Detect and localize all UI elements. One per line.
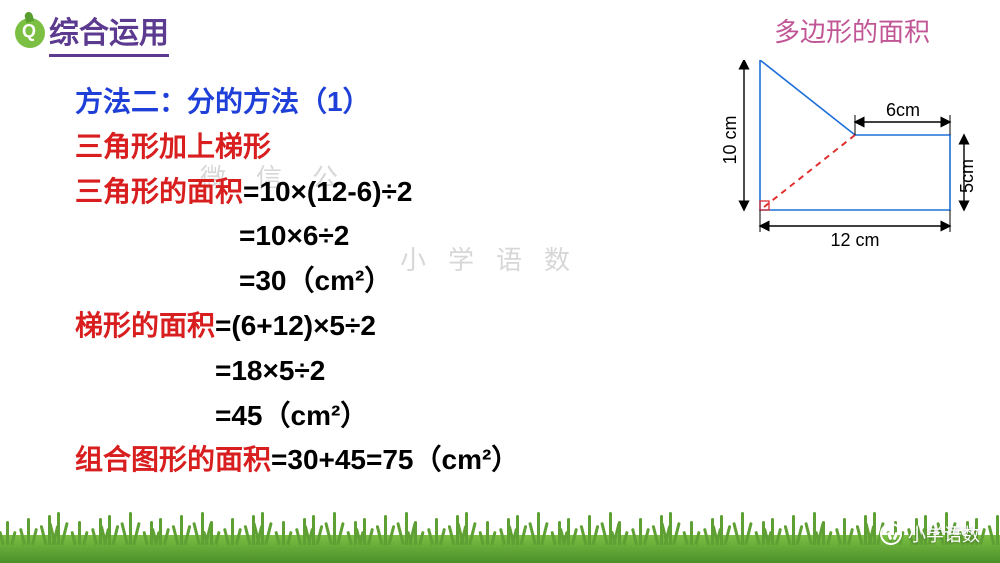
grass-tuft bbox=[612, 519, 632, 545]
grass-tuft bbox=[357, 519, 377, 545]
header-title: 综合运用 bbox=[49, 8, 169, 57]
decomposition-label: 三角形加上梯形 bbox=[75, 125, 519, 170]
triangle-expr: =10×(12-6)÷2 bbox=[243, 176, 412, 207]
triangle-step2: =10×6÷2 bbox=[75, 214, 519, 259]
grass-tuft bbox=[561, 519, 581, 545]
label-12cm: 12 cm bbox=[830, 230, 879, 250]
grass-tuft bbox=[735, 519, 755, 545]
grass-tuft bbox=[21, 519, 41, 545]
grass-tuft bbox=[327, 519, 347, 545]
grass-tuft bbox=[225, 519, 245, 545]
header: 综合运用 bbox=[15, 8, 169, 57]
owl-q-icon bbox=[15, 18, 45, 48]
trapezoid-result: =45（cm²） bbox=[75, 394, 519, 439]
solution-content: 方法二：分的方法（1） 三角形加上梯形 三角形的面积=10×(12-6)÷2 =… bbox=[75, 80, 519, 483]
wechat-icon bbox=[880, 523, 902, 545]
grass-tuft bbox=[684, 519, 704, 545]
grass-tuft bbox=[72, 519, 92, 545]
grass-tuft bbox=[174, 519, 194, 545]
polygon-diagram: 10 cm 6cm 5cm 12 cm bbox=[720, 60, 980, 260]
trapezoid-label: 梯形的面积 bbox=[75, 310, 215, 341]
grass-tuft bbox=[276, 519, 296, 545]
grass-tuft bbox=[408, 519, 428, 545]
grass-tuft bbox=[582, 519, 602, 545]
grass-tuft bbox=[0, 519, 20, 545]
grass-tuft bbox=[990, 519, 1000, 545]
total-expr: =30+45=75（cm²） bbox=[271, 444, 519, 475]
trapezoid-expr: =(6+12)×5÷2 bbox=[215, 310, 376, 341]
grass-tuft bbox=[102, 519, 122, 545]
label-10cm: 10 cm bbox=[720, 115, 740, 164]
grass-tuft bbox=[816, 519, 836, 545]
grass-tuft bbox=[765, 519, 785, 545]
grass-tuft bbox=[429, 519, 449, 545]
credit-text: 小学语数 bbox=[908, 521, 980, 547]
dashed-split-line bbox=[764, 135, 855, 207]
grass-tuft bbox=[837, 519, 857, 545]
grass-tuft bbox=[204, 519, 224, 545]
credit: 小学语数 bbox=[880, 521, 980, 547]
grass-tuft bbox=[153, 519, 173, 545]
total-label: 组合图形的面积 bbox=[75, 444, 271, 475]
grass-tuft bbox=[633, 519, 653, 545]
grass-tuft bbox=[714, 519, 734, 545]
grass-tuft bbox=[786, 519, 806, 545]
triangle-area-line: 三角形的面积=10×(12-6)÷2 bbox=[75, 170, 519, 215]
grass-tuft bbox=[531, 519, 551, 545]
grass-tuft bbox=[306, 519, 326, 545]
grass-tuft bbox=[663, 519, 683, 545]
grass-tuft bbox=[255, 519, 275, 545]
trapezoid-step2: =18×5÷2 bbox=[75, 349, 519, 394]
grass-footer bbox=[0, 511, 1000, 563]
triangle-result: =30（cm²） bbox=[75, 259, 519, 304]
triangle-label: 三角形的面积 bbox=[75, 176, 243, 207]
trapezoid-area-line: 梯形的面积=(6+12)×5÷2 bbox=[75, 304, 519, 349]
topic-label: 多边形的面积 bbox=[774, 12, 930, 49]
label-6cm: 6cm bbox=[886, 100, 920, 120]
grass-tuft bbox=[480, 519, 500, 545]
total-area-line: 组合图形的面积=30+45=75（cm²） bbox=[75, 438, 519, 483]
grass-tuft bbox=[378, 519, 398, 545]
grass-tuft bbox=[510, 519, 530, 545]
method-title: 方法二：分的方法（1） bbox=[75, 80, 519, 125]
grass-tuft bbox=[51, 519, 71, 545]
label-5cm: 5cm bbox=[957, 159, 977, 193]
grass-tuft bbox=[459, 519, 479, 545]
grass-tuft bbox=[123, 519, 143, 545]
